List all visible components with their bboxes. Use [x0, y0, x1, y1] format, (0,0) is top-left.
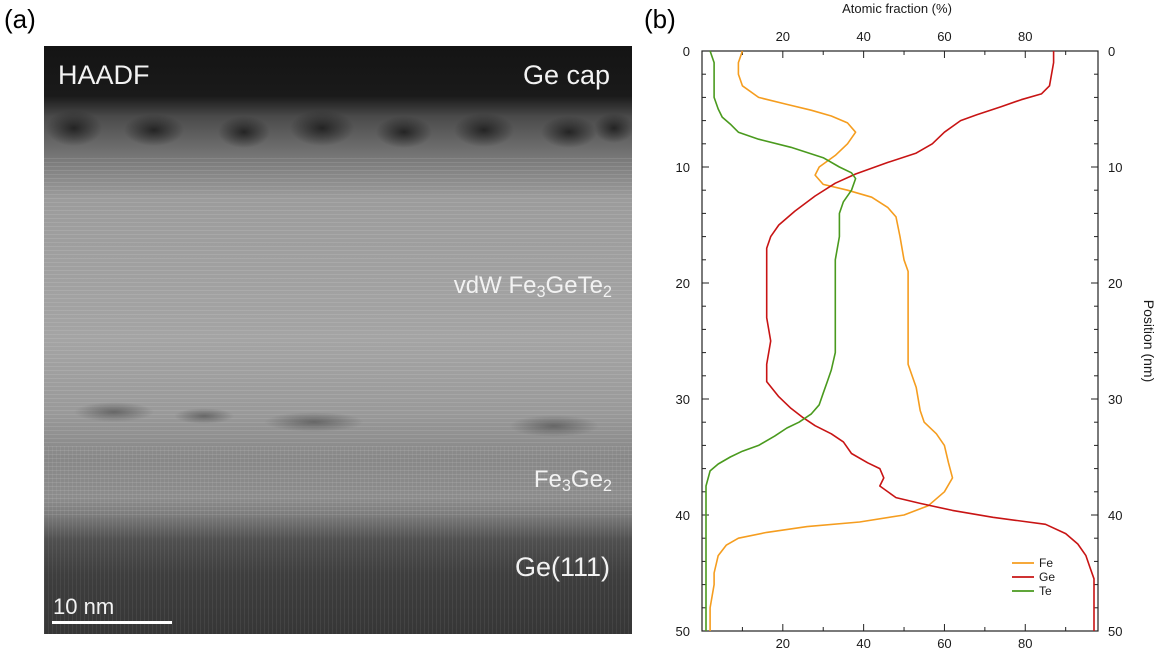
panel-a-label: (a) — [4, 4, 36, 34]
haadf-label: HAADF — [58, 60, 150, 90]
panel-b-label: (b) — [644, 4, 676, 34]
y-tick-label-right: 40 — [1108, 508, 1122, 523]
y-tick-label-right: 20 — [1108, 276, 1122, 291]
y-tick-label-right: 50 — [1108, 624, 1122, 639]
vdw-fe3gete2-label: vdW Fe3GeTe2 — [454, 272, 612, 302]
x-tick-label-top: 60 — [937, 29, 951, 44]
fe3ge2-label-mid: Ge — [570, 466, 603, 493]
micrograph-image — [44, 46, 632, 634]
y-tick-label-right: 30 — [1108, 392, 1122, 407]
vdw-label-prefix: vdW Fe — [453, 272, 537, 299]
x-tick-label-top: 20 — [776, 29, 790, 44]
haadf-micrograph: HAADF Ge cap vdW Fe3GeTe2 Fe3Ge2 Ge(111)… — [44, 46, 632, 634]
legend-label-te: Te — [1039, 584, 1052, 598]
y-tick-label-left: 50 — [676, 624, 690, 639]
fe3ge2-label-sub1: 3 — [561, 477, 571, 496]
fe3ge2-label-prefix: Fe — [533, 466, 562, 493]
fe3ge2-label: Fe3Ge2 — [534, 466, 612, 496]
series-line-fe — [709, 50, 954, 631]
ge111-substrate-label: Ge(111) — [514, 552, 610, 582]
legend-label-fe: Fe — [1039, 556, 1053, 570]
atomic-fraction-chart: 20 20 40 40 60 60 80 80 0 0 10 10 20 20 30 30 40 40 50 50 At… — [676, 1, 1157, 651]
x-tick-label-bottom: 20 — [776, 636, 790, 651]
y-tick-label-left: 40 — [676, 508, 690, 523]
scale-bar — [52, 621, 172, 624]
series-line-ge — [765, 51, 1095, 631]
vdw-label-sub2: 2 — [602, 283, 612, 302]
x-tick-label-bottom: 80 — [1018, 636, 1032, 651]
legend-label-ge: Ge — [1039, 570, 1055, 584]
y-tick-label-left: 10 — [676, 160, 690, 175]
series-line-te — [705, 50, 857, 631]
y-axis-label: Position (nm) — [1141, 300, 1157, 382]
fe3ge2-label-sub2: 2 — [602, 477, 612, 496]
y-tick-label-left: 0 — [683, 44, 690, 59]
ge-cap-label: Ge cap — [522, 60, 610, 90]
plot-frame — [701, 50, 1099, 632]
vdw-label-mid: GeTe — [545, 272, 603, 299]
y-tick-label-left: 20 — [676, 276, 690, 291]
y-tick-label-right: 0 — [1108, 44, 1115, 59]
vdw-label-sub1: 3 — [536, 283, 546, 302]
x-tick-label-bottom: 40 — [856, 636, 870, 651]
x-tick-label-top: 40 — [856, 29, 870, 44]
x-tick-label-bottom: 60 — [937, 636, 951, 651]
scale-bar-label: 10 nm — [53, 594, 115, 619]
x-tick-label-top: 80 — [1018, 29, 1032, 44]
y-tick-label-right: 10 — [1108, 160, 1122, 175]
x-axis-label: Atomic fraction (%) — [842, 1, 952, 16]
y-tick-label-left: 30 — [676, 392, 690, 407]
